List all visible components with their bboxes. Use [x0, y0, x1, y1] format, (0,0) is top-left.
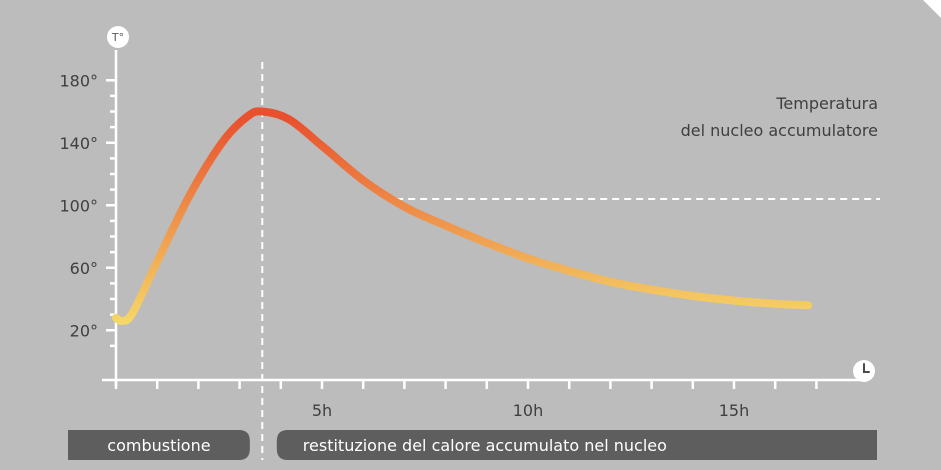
phase-bar-shape	[276, 430, 877, 460]
legend-line-1: Temperatura	[775, 94, 878, 113]
phase-label: combustione	[107, 436, 210, 455]
y-tick-label: 180°	[59, 71, 98, 90]
temperature-curve	[112, 107, 813, 325]
phase-bar-combustion: combustione	[68, 430, 250, 460]
y-axis-label: T°	[111, 31, 124, 44]
legend: Temperatura del nucleo accumulatore	[681, 94, 878, 140]
phase-bars: combustione restituzione del calore accum…	[68, 430, 877, 460]
x-tick-label: 5h	[312, 401, 332, 420]
temperature-badge: T°	[107, 26, 129, 48]
phase-bar-shape	[68, 430, 250, 460]
curve-layer	[112, 107, 813, 325]
reference-lines	[261, 62, 880, 460]
phase-label: restituzione del calore accumulato nel n…	[303, 436, 667, 455]
y-tick-label: 20°	[70, 321, 98, 340]
tick-labels: 20° 60° 100° 140° 180° 5h 10h 15h	[59, 71, 749, 420]
y-tick-label: 140°	[59, 134, 98, 153]
x-tick-label: 15h	[719, 401, 750, 420]
clock-icon	[853, 360, 875, 382]
x-tick-label: 10h	[513, 401, 544, 420]
y-tick-label: 100°	[59, 196, 98, 215]
axes	[102, 50, 860, 389]
legend-line-2: del nucleo accumulatore	[681, 121, 878, 140]
y-tick-label: 60°	[70, 259, 98, 278]
phase-bar-heat-release: restituzione del calore accumulato nel n…	[276, 430, 877, 460]
